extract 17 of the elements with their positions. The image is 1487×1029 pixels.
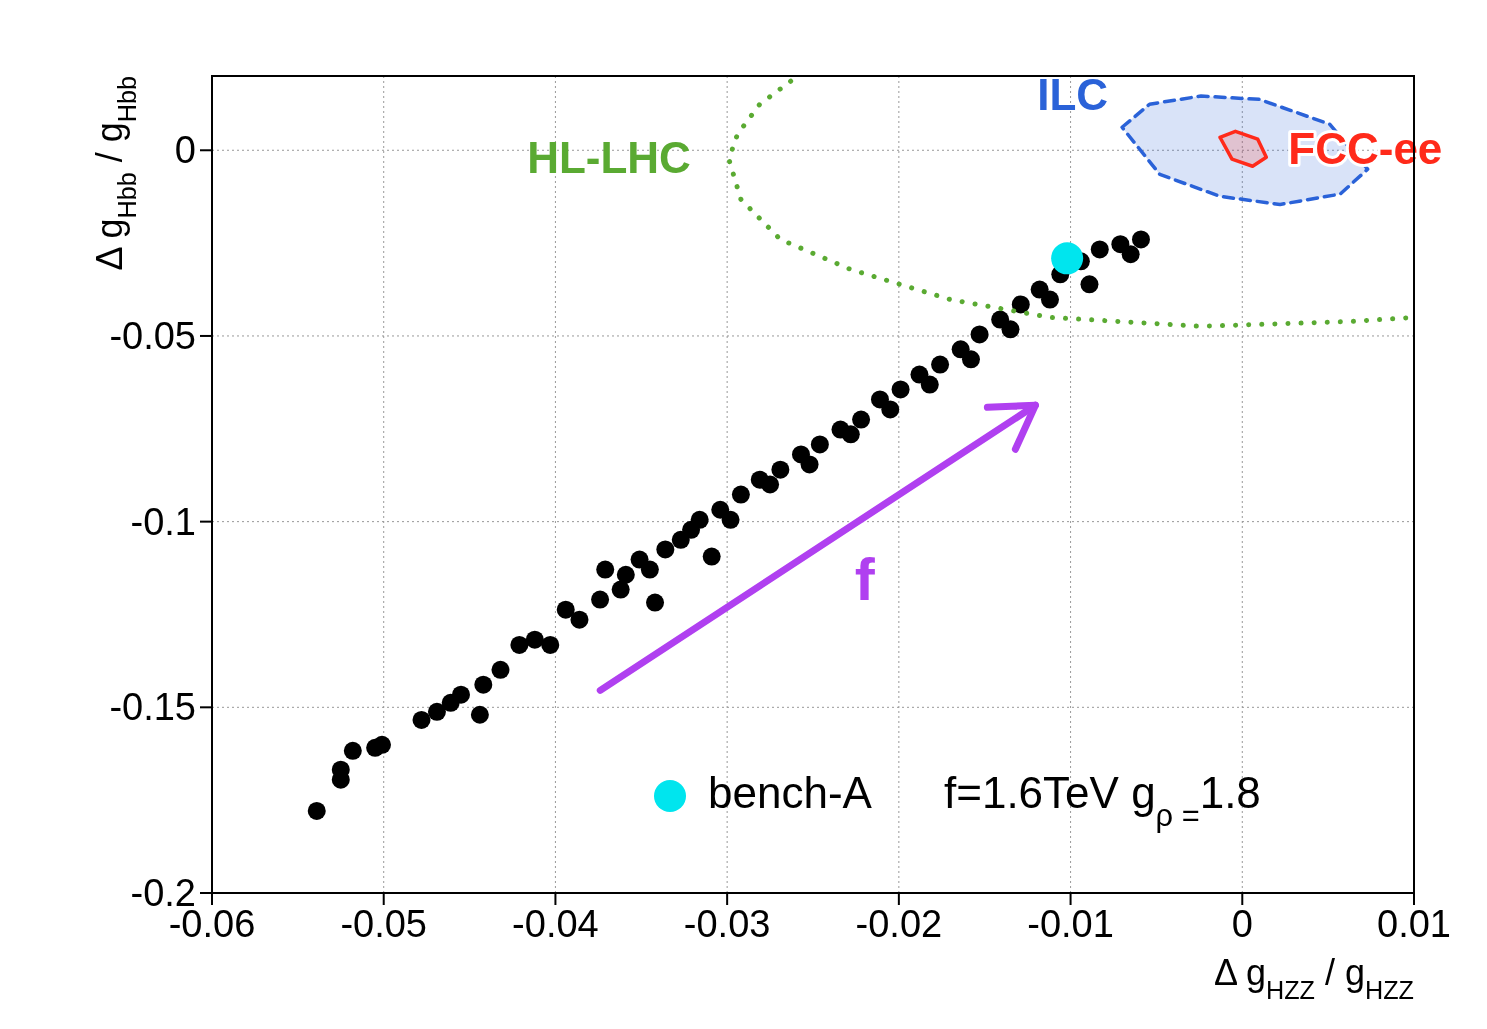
x-tick-label: 0.01	[1377, 903, 1451, 945]
annotation: f	[854, 545, 876, 613]
x-axis-title: Δ g$_{HZZ}$ / g$_{HZZ}$	[1213, 952, 1414, 1004]
y-tick-label: -0.1	[130, 500, 196, 543]
x-tick-label: -0.05	[340, 903, 428, 945]
series-label: HL-LHC	[527, 133, 691, 183]
x-tick-label: -0.02	[855, 903, 943, 945]
y-tick-label: 0	[174, 129, 196, 172]
x-tick-label: 0	[1231, 903, 1253, 945]
x-tick-label: -0.01	[1027, 903, 1114, 945]
legend-label: bench-A	[708, 768, 873, 817]
y-tick-label: -0.05	[109, 314, 196, 357]
annotation: f=1.6TeV g$_{ρ =}$1.8	[944, 768, 1261, 833]
y-tick-label: -0.15	[109, 686, 196, 729]
series-label: ILC	[1037, 70, 1109, 120]
x-tick-label: -0.03	[683, 903, 771, 945]
x-tick-label: -0.04	[512, 903, 599, 945]
